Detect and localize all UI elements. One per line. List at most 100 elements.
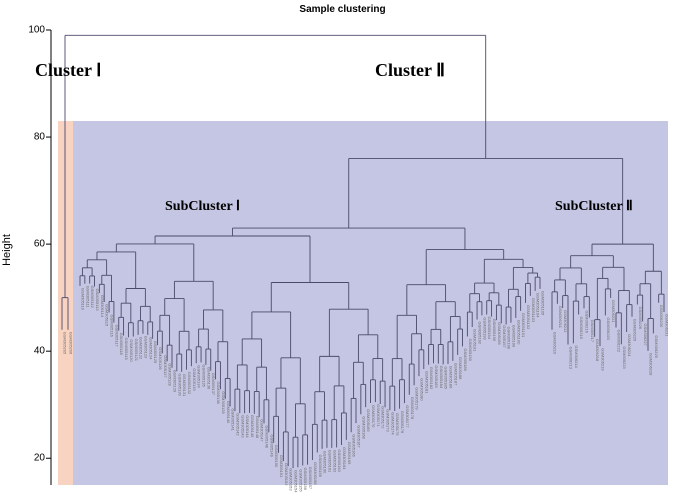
cluster-1-label: Cluster Ⅰ <box>35 60 101 81</box>
svg-text:GSM306219: GSM306219 <box>601 348 606 371</box>
svg-text:GSM305140: GSM305140 <box>226 401 231 424</box>
svg-text:GSM305126: GSM305126 <box>158 347 163 370</box>
dendrogram-chart: Sample clustering Height GSM305205GSM305… <box>0 0 685 500</box>
svg-text:GSM305183: GSM305183 <box>434 365 439 388</box>
svg-text:GSM305116: GSM305116 <box>110 315 115 338</box>
svg-text:GSM305145: GSM305145 <box>250 415 255 438</box>
svg-text:GSM305172: GSM305172 <box>381 406 386 429</box>
svg-text:GSM305188: GSM305188 <box>458 357 463 380</box>
svg-text:GSM305162: GSM305162 <box>332 450 337 473</box>
svg-text:GSM305177: GSM305177 <box>405 405 410 428</box>
svg-text:GSM306213: GSM306213 <box>569 346 574 369</box>
svg-text:GSM306223: GSM306223 <box>622 346 627 369</box>
svg-text:GSM305163: GSM305163 <box>337 449 342 472</box>
svg-text:GSM305134: GSM305134 <box>197 365 202 388</box>
svg-text:GSM305131: GSM305131 <box>182 374 187 397</box>
svg-text:GSM305155: GSM305155 <box>298 469 303 492</box>
svg-text:GSM305118: GSM305118 <box>119 333 124 356</box>
svg-text:GSM305111: GSM305111 <box>85 286 90 309</box>
svg-text:GSM305129: GSM305129 <box>173 370 178 393</box>
y-tick: 40 <box>17 346 45 357</box>
svg-text:GSM305148: GSM305148 <box>265 425 270 448</box>
svg-text:GSM305113: GSM305113 <box>95 288 100 311</box>
y-tick: 60 <box>17 239 45 250</box>
svg-text:GSM305199: GSM305199 <box>511 325 516 348</box>
svg-text:GSM305168: GSM305168 <box>361 416 366 439</box>
svg-text:GSM305191: GSM305191 <box>473 329 478 352</box>
svg-text:GSM305187: GSM305187 <box>453 363 458 386</box>
svg-text:GSM305182: GSM305182 <box>429 367 434 390</box>
svg-text:GSM305175: GSM305175 <box>395 413 400 436</box>
svg-text:GSM3051104: GSM3051104 <box>536 293 541 318</box>
svg-text:GSM305189: GSM305189 <box>463 348 468 371</box>
svg-text:GSM305119: GSM305119 <box>124 338 129 361</box>
svg-text:GSM305135: GSM305135 <box>202 364 207 387</box>
svg-text:GSM305124: GSM305124 <box>148 337 153 360</box>
svg-text:GSM305169: GSM305169 <box>366 409 371 432</box>
svg-text:GSM305150: GSM305150 <box>274 445 279 468</box>
svg-text:GSM305149: GSM305149 <box>269 434 274 457</box>
svg-text:GSM306216: GSM306216 <box>585 310 590 333</box>
svg-text:GSM305195: GSM305195 <box>492 319 497 342</box>
svg-text:GSM305161: GSM305161 <box>327 450 332 473</box>
svg-text:GSM305178: GSM305178 <box>410 397 415 420</box>
svg-text:GSM306218: GSM306218 <box>595 339 600 362</box>
svg-text:GSM305114: GSM305114 <box>100 295 105 318</box>
svg-text:GSM305154: GSM305154 <box>294 470 299 493</box>
svg-text:GSM305153: GSM305153 <box>289 468 294 491</box>
svg-text:GSM306210: GSM306210 <box>553 332 558 355</box>
svg-text:GSM306226: GSM306226 <box>638 307 643 330</box>
svg-text:GSM305137: GSM305137 <box>211 373 216 396</box>
svg-text:GSM305173: GSM305173 <box>386 409 391 432</box>
svg-text:GSM305160: GSM305160 <box>323 451 328 474</box>
svg-text:GSM306220: GSM306220 <box>606 317 611 340</box>
svg-text:GSM305181: GSM305181 <box>424 371 429 394</box>
cluster-2-label: Cluster Ⅱ <box>375 60 445 81</box>
cluster1-rect <box>58 121 73 485</box>
svg-text:GSM3051105: GSM3051105 <box>541 291 546 316</box>
svg-text:GSM306225: GSM306225 <box>633 319 638 342</box>
svg-text:GSM305144: GSM305144 <box>245 415 250 438</box>
svg-text:GSM305179: GSM305179 <box>415 387 420 410</box>
svg-text:GSM305125: GSM305125 <box>153 341 158 364</box>
svg-text:GSM3051100: GSM3051100 <box>516 320 521 345</box>
svg-text:GSM305152: GSM305152 <box>284 463 289 486</box>
svg-text:GSM306224: GSM306224 <box>627 334 632 357</box>
svg-text:GSM305164: GSM305164 <box>342 447 347 470</box>
svg-text:GSM305186: GSM305186 <box>449 366 454 389</box>
svg-text:GSM305136: GSM305136 <box>206 367 211 390</box>
svg-text:GSM305122: GSM305122 <box>139 337 144 360</box>
svg-text:GSM305192: GSM305192 <box>478 322 483 345</box>
svg-text:GSM305198: GSM305198 <box>507 326 512 349</box>
svg-text:GSM305176: GSM305176 <box>400 411 405 434</box>
svg-text:GSM305133: GSM305133 <box>192 368 197 391</box>
y-tick: 100 <box>17 25 45 36</box>
svg-text:GSM305142: GSM305142 <box>235 413 240 436</box>
svg-text:GSM306214: GSM306214 <box>574 345 579 368</box>
svg-text:GSM306228: GSM306228 <box>649 353 654 376</box>
svg-text:GSM305157: GSM305157 <box>308 467 313 490</box>
svg-text:GSM306222: GSM306222 <box>617 329 622 352</box>
svg-text:GSM3051102: GSM3051102 <box>526 305 531 330</box>
svg-text:GSM306229: GSM306229 <box>654 335 659 358</box>
svg-text:GSM305112: GSM305112 <box>90 286 95 309</box>
svg-text:GSM305194: GSM305194 <box>487 317 492 340</box>
y-tick: 20 <box>17 453 45 464</box>
svg-text:GSM3051103: GSM3051103 <box>531 298 536 323</box>
svg-text:GSM306227: GSM306227 <box>643 323 648 346</box>
svg-text:GSM306215: GSM306215 <box>579 316 584 339</box>
svg-text:GSM305185: GSM305185 <box>444 366 449 389</box>
svg-text:GSM305165: GSM305165 <box>347 442 352 465</box>
svg-text:GSM306230: GSM306230 <box>659 305 664 328</box>
svg-text:GSM305123: GSM305123 <box>143 336 148 359</box>
svg-text:GSM305146: GSM305146 <box>255 416 260 439</box>
svg-text:GSM306217: GSM306217 <box>590 320 595 343</box>
svg-text:GSM305127: GSM305127 <box>163 355 168 378</box>
y-tick: 80 <box>17 132 45 143</box>
svg-text:GSM305174: GSM305174 <box>390 412 395 435</box>
svg-text:GSM305147: GSM305147 <box>260 419 265 442</box>
svg-text:GSM305166: GSM305166 <box>352 434 357 457</box>
svg-text:GSM305170: GSM305170 <box>371 405 376 428</box>
svg-text:GSM306221: GSM306221 <box>611 300 616 323</box>
svg-text:GSM305171: GSM305171 <box>376 404 381 427</box>
